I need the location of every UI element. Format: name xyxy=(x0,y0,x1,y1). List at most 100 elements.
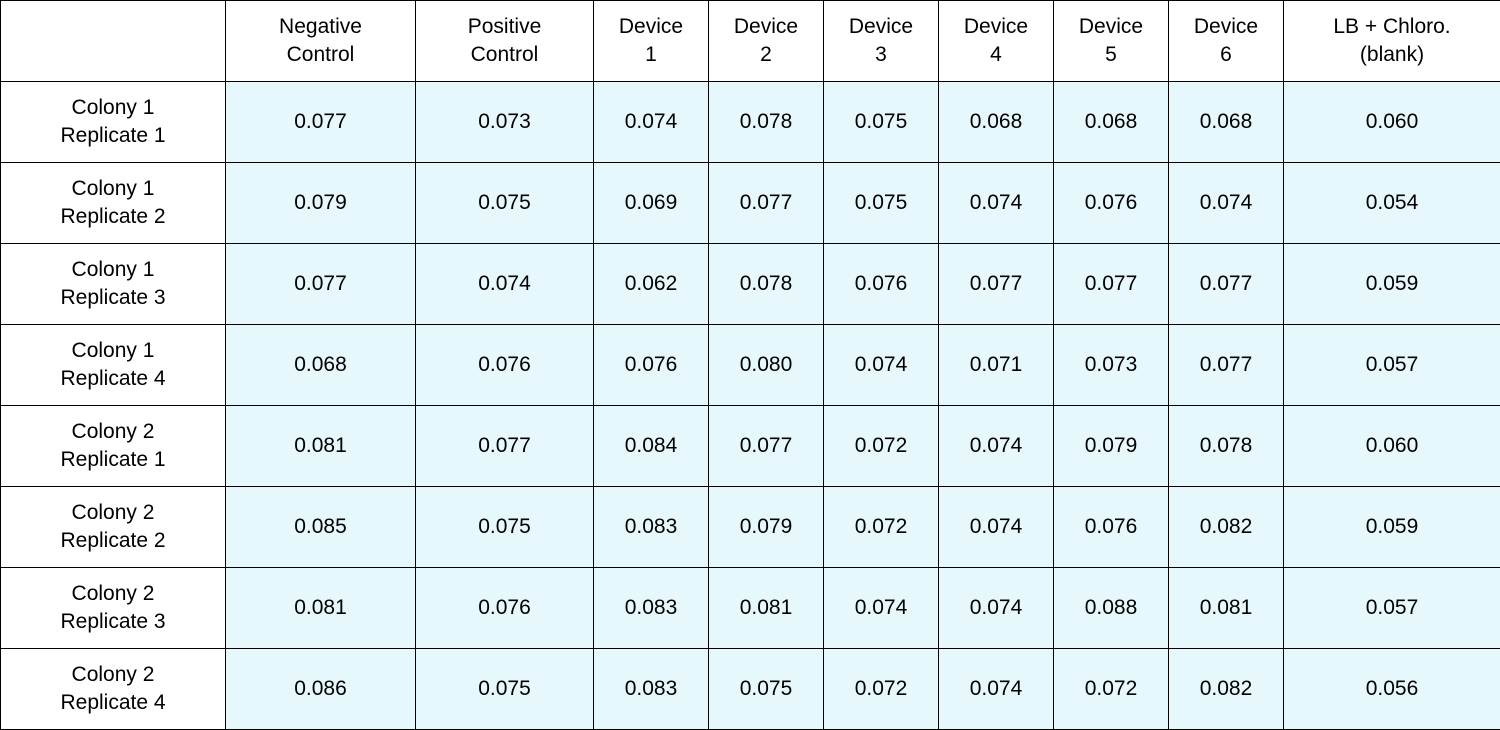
row-header-line1: Colony 2 xyxy=(71,501,155,524)
column-header-line1: Device xyxy=(1193,15,1259,38)
data-cell: 0.074 xyxy=(415,243,594,325)
column-header-device-5: Device 5 xyxy=(1053,0,1169,82)
row-header: Colony 2 Replicate 1 xyxy=(0,405,226,487)
table-row: Colony 2 Replicate 4 0.086 0.075 0.083 0.075 0… xyxy=(0,648,1500,730)
data-cell: 0.072 xyxy=(823,405,939,487)
data-cell: 0.075 xyxy=(823,81,939,163)
data-cell: 0.073 xyxy=(415,81,594,163)
data-cell: 0.077 xyxy=(708,162,824,244)
row-header: Colony 1 Replicate 2 xyxy=(0,162,226,244)
data-cell: 0.077 xyxy=(1053,243,1169,325)
data-cell: 0.075 xyxy=(415,162,594,244)
row-header-line2: Replicate 3 xyxy=(60,610,166,633)
row-header-line1: Colony 1 xyxy=(71,96,155,119)
data-cell: 0.060 xyxy=(1283,81,1500,163)
table-row: Colony 1 Replicate 3 0.077 0.074 0.062 0.078 0… xyxy=(0,243,1500,325)
column-header-device-3: Device 3 xyxy=(823,0,939,82)
data-cell: 0.078 xyxy=(708,81,824,163)
column-header-positive-control: Positive Control xyxy=(415,0,594,82)
data-cell: 0.077 xyxy=(415,405,594,487)
column-header-line2: 3 xyxy=(875,43,887,66)
data-cell: 0.081 xyxy=(1168,567,1284,649)
row-header: Colony 2 Replicate 2 xyxy=(0,486,226,568)
data-cell: 0.074 xyxy=(1168,162,1284,244)
row-header-line2: Replicate 1 xyxy=(60,448,166,471)
data-cell: 0.076 xyxy=(1053,486,1169,568)
header-row: Negative Control Positive Control Device… xyxy=(0,0,1500,82)
data-cell: 0.073 xyxy=(1053,324,1169,406)
data-cell: 0.059 xyxy=(1283,486,1500,568)
row-header-line1: Colony 2 xyxy=(71,663,155,686)
table-row: Colony 2 Replicate 3 0.081 0.076 0.083 0.081 0… xyxy=(0,567,1500,649)
data-cell: 0.076 xyxy=(415,567,594,649)
data-cell: 0.075 xyxy=(415,486,594,568)
column-header-line1: Device xyxy=(618,15,684,38)
row-header-line1: Colony 2 xyxy=(71,420,155,443)
data-cell: 0.083 xyxy=(593,486,709,568)
row-header-line2: Replicate 2 xyxy=(60,205,166,228)
data-cell: 0.079 xyxy=(1053,405,1169,487)
data-cell: 0.060 xyxy=(1283,405,1500,487)
column-header-line1: Device xyxy=(963,15,1029,38)
table-row: Colony 2 Replicate 2 0.085 0.075 0.083 0.079 0… xyxy=(0,486,1500,568)
column-header-line1: Negative xyxy=(279,15,362,38)
data-cell: 0.081 xyxy=(225,567,416,649)
column-header-line1: Device xyxy=(848,15,914,38)
column-header-negative-control: Negative Control xyxy=(225,0,416,82)
row-header-line2: Replicate 1 xyxy=(60,124,166,147)
column-header-line2: Control xyxy=(286,43,355,66)
row-header-line2: Replicate 2 xyxy=(60,529,166,552)
column-header-device-4: Device 4 xyxy=(938,0,1054,82)
column-header-line1: Positive xyxy=(467,15,542,38)
column-header-line2: 1 xyxy=(645,43,657,66)
data-cell: 0.068 xyxy=(1053,81,1169,163)
row-header: Colony 1 Replicate 4 xyxy=(0,324,226,406)
row-header-line1: Colony 2 xyxy=(71,582,155,605)
data-cell: 0.079 xyxy=(225,162,416,244)
row-header-line1: Colony 1 xyxy=(71,339,155,362)
data-cell: 0.074 xyxy=(823,324,939,406)
table-row: Colony 1 Replicate 4 0.068 0.076 0.076 0.080 0… xyxy=(0,324,1500,406)
row-header-line2: Replicate 4 xyxy=(60,367,166,390)
column-header-line2: 5 xyxy=(1105,43,1117,66)
data-cell: 0.078 xyxy=(1168,405,1284,487)
data-cell: 0.074 xyxy=(938,648,1054,730)
table-row: Colony 1 Replicate 1 0.077 0.073 0.074 0.078 0… xyxy=(0,81,1500,163)
data-cell: 0.068 xyxy=(1168,81,1284,163)
data-cell: 0.079 xyxy=(708,486,824,568)
data-cell: 0.085 xyxy=(225,486,416,568)
data-cell: 0.080 xyxy=(708,324,824,406)
data-cell: 0.062 xyxy=(593,243,709,325)
data-cell: 0.075 xyxy=(415,648,594,730)
data-cell: 0.068 xyxy=(225,324,416,406)
data-cell: 0.084 xyxy=(593,405,709,487)
data-cell: 0.088 xyxy=(1053,567,1169,649)
data-cell: 0.077 xyxy=(225,243,416,325)
data-cell: 0.074 xyxy=(938,405,1054,487)
data-cell: 0.057 xyxy=(1283,567,1500,649)
data-cell: 0.072 xyxy=(1053,648,1169,730)
data-cell: 0.074 xyxy=(938,486,1054,568)
column-header-line1: Device xyxy=(733,15,799,38)
data-cell: 0.074 xyxy=(938,162,1054,244)
data-cell: 0.081 xyxy=(708,567,824,649)
column-header-line2: 4 xyxy=(990,43,1002,66)
column-header-line2: (blank) xyxy=(1359,43,1425,66)
data-cell: 0.074 xyxy=(823,567,939,649)
row-header-line1: Colony 1 xyxy=(71,258,155,281)
table-row: Colony 1 Replicate 2 0.079 0.075 0.069 0.077 0… xyxy=(0,162,1500,244)
data-cell: 0.075 xyxy=(708,648,824,730)
data-cell: 0.086 xyxy=(225,648,416,730)
data-cell: 0.082 xyxy=(1168,648,1284,730)
column-header-line2: 2 xyxy=(760,43,772,66)
row-header-line2: Replicate 3 xyxy=(60,286,166,309)
data-cell: 0.077 xyxy=(1168,324,1284,406)
data-cell: 0.072 xyxy=(823,648,939,730)
data-cell: 0.054 xyxy=(1283,162,1500,244)
data-cell: 0.077 xyxy=(1168,243,1284,325)
column-header-device-6: Device 6 xyxy=(1168,0,1284,82)
data-cell: 0.078 xyxy=(708,243,824,325)
column-header-device-1: Device 1 xyxy=(593,0,709,82)
row-header-line1: Colony 1 xyxy=(71,177,155,200)
